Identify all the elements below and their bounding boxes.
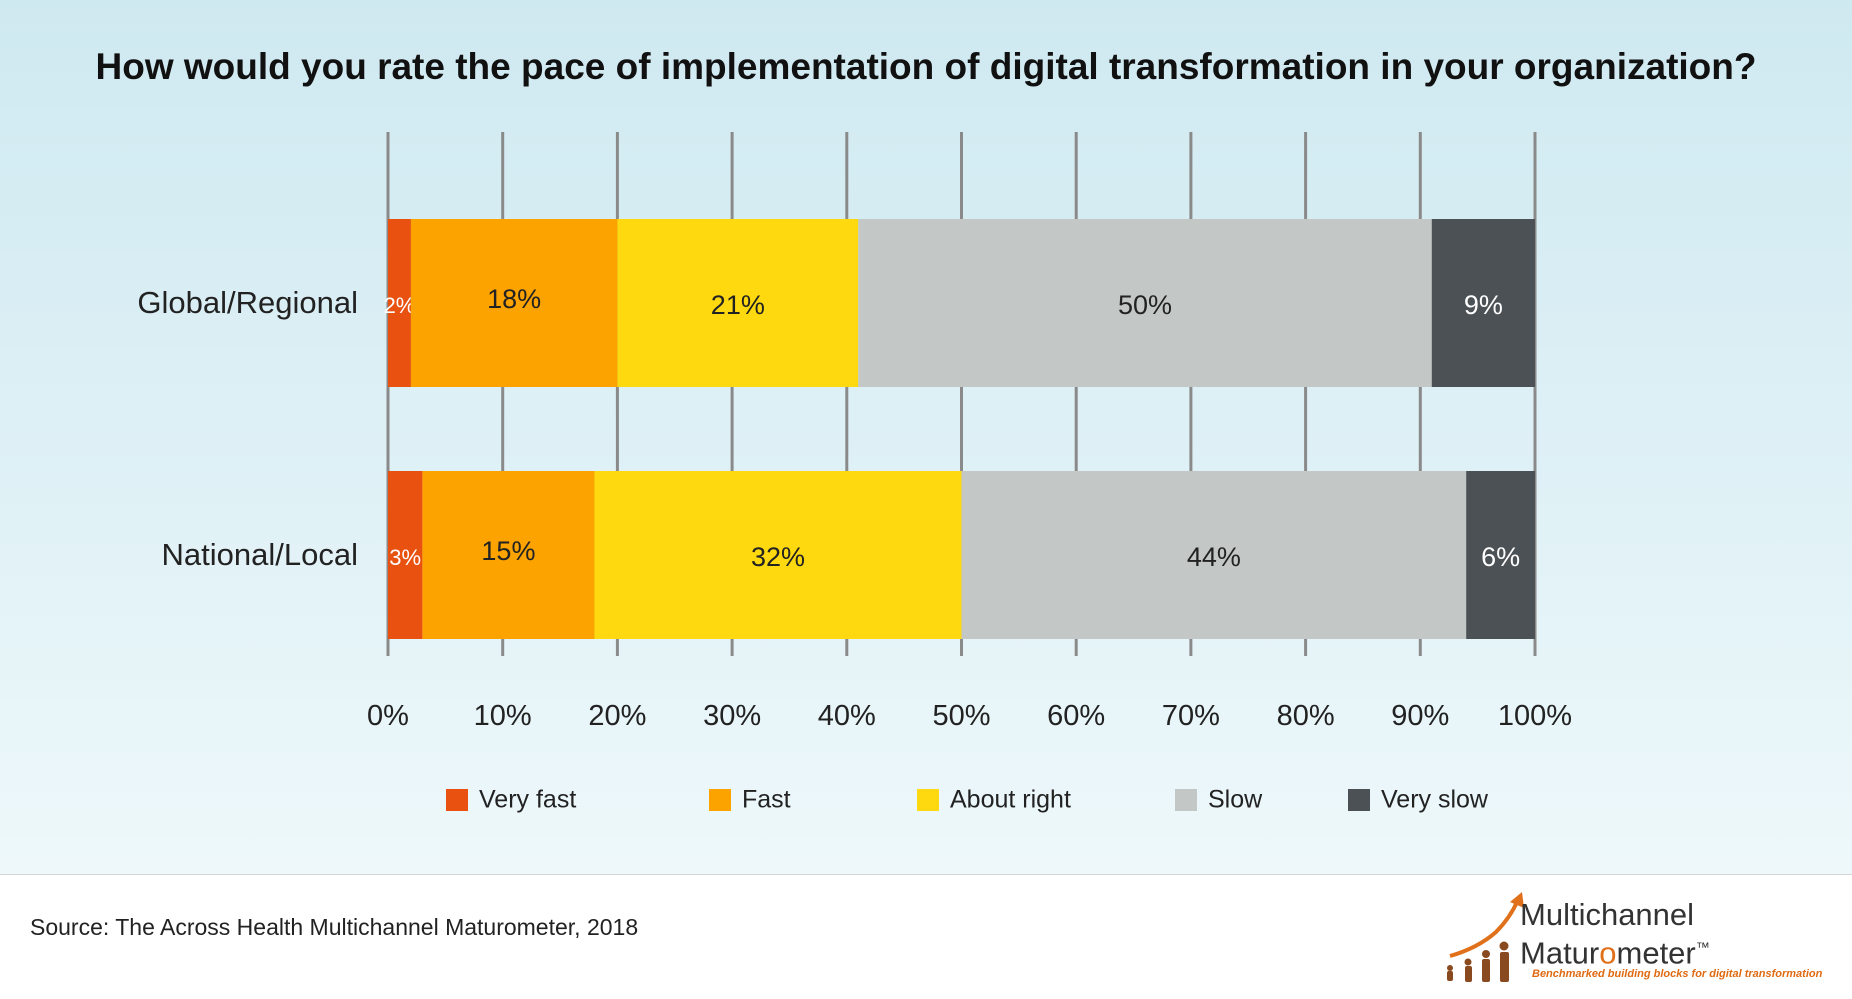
data-label: 15% (481, 536, 535, 566)
bar-segment (422, 471, 595, 639)
x-tick-label: 90% (1391, 700, 1449, 732)
data-label: 9% (1464, 290, 1503, 320)
bar-segment (858, 219, 1432, 387)
stacked-bar-chart: 0% 10% 20% 30% 40% 50% 60% 70% 80% 90% 100% 2% 18% 21… (137, 132, 1572, 814)
legend-label: About right (950, 786, 1071, 814)
logo-figures-icon (1447, 892, 1524, 982)
data-label: 6% (1481, 542, 1520, 572)
x-tick-label: 70% (1162, 700, 1220, 732)
legend-label: Very fast (479, 786, 576, 814)
x-tick-label: 0% (367, 700, 409, 732)
bar-segment (388, 219, 411, 387)
category-label: Global/Regional (137, 285, 358, 320)
data-label: 2% (384, 293, 416, 318)
x-tick-label: 30% (703, 700, 761, 732)
logo-tagline: Benchmarked building blocks for digital … (1532, 968, 1823, 980)
legend-swatch (709, 789, 731, 811)
logo-text-b: o (1599, 935, 1617, 971)
data-label: 50% (1118, 290, 1172, 320)
logo-text-a: Matur (1520, 935, 1600, 971)
x-tick-label: 80% (1277, 700, 1335, 732)
bar-segment (1466, 471, 1535, 639)
data-label: 18% (487, 284, 541, 314)
footer (0, 874, 1852, 999)
logo-line-1: Multichannel (1520, 897, 1695, 932)
legend-label: Fast (742, 786, 791, 814)
x-tick-label: 50% (932, 700, 990, 732)
logo-text-c: meter (1616, 935, 1696, 971)
logo-trademark: ™ (1695, 939, 1710, 955)
data-label: 3% (389, 545, 421, 570)
legend-label: Very slow (1381, 786, 1489, 814)
x-tick-label: 40% (818, 700, 876, 732)
chart-panel (0, 0, 1852, 874)
bar-segment (410, 219, 618, 387)
chart-title: How would you rate the pace of implement… (95, 46, 1757, 87)
x-tick-label: 20% (588, 700, 646, 732)
bar-segment (1431, 219, 1535, 387)
legend-swatch (917, 789, 939, 811)
source-note: Source: The Across Health Multichannel M… (30, 914, 639, 940)
bar-segment (961, 471, 1467, 639)
category-label: National/Local (162, 537, 358, 572)
logo-wordmark: Multichannel Maturometer™ (1520, 898, 1710, 969)
maturometer-logo: Multichannel Maturometer™ Benchmarked bu… (1438, 888, 1838, 992)
x-tick-label: 10% (474, 700, 532, 732)
bar-segment (594, 471, 962, 639)
legend-swatch (446, 789, 468, 811)
logo-line-2: Maturometer™ (1520, 931, 1710, 969)
legend-swatch (1175, 789, 1197, 811)
legend-label: Slow (1208, 786, 1263, 814)
legend-swatch (1348, 789, 1370, 811)
data-label: 21% (711, 290, 765, 320)
x-tick-label: 60% (1047, 700, 1105, 732)
data-label: 44% (1187, 542, 1241, 572)
x-tick-label: 100% (1498, 700, 1572, 732)
bar-segment (388, 471, 423, 639)
data-label: 32% (751, 542, 805, 572)
bar-segment (617, 219, 859, 387)
